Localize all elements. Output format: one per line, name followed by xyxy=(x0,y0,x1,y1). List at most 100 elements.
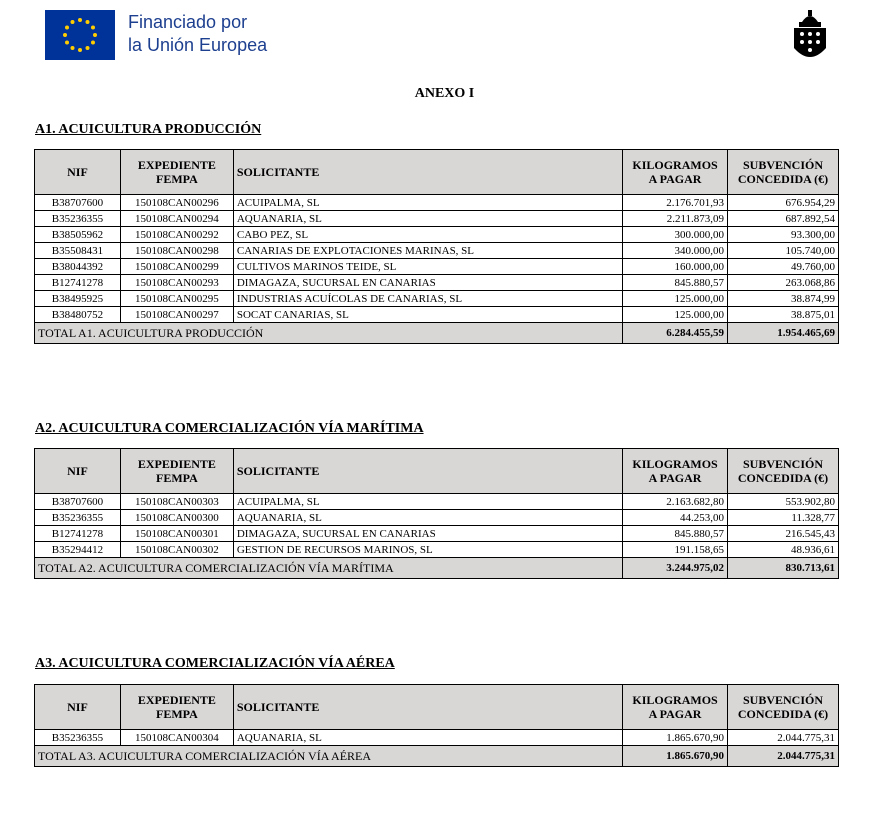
col-solicitante: SOLICITANTE xyxy=(232,149,624,195)
kilogramos-cell: 1.865.670,90 xyxy=(622,729,729,746)
expediente-cell: 150108CAN00298 xyxy=(119,242,234,259)
table-header: NIF EXPEDIENTE FEMPA SOLICITANTE KILOGRAM… xyxy=(34,149,839,195)
solicitante-cell: CABO PEZ, SL xyxy=(232,226,624,243)
eu-funding-text: Financiado por la Unión Europea xyxy=(128,11,267,57)
subvencion-cell: 49.760,00 xyxy=(727,258,839,275)
nif-cell: B35508431 xyxy=(34,242,121,259)
subvencion-cell: 216.545,43 xyxy=(727,525,839,542)
solicitante-cell: AQUANARIA, SL xyxy=(232,509,624,526)
section-title: A3. ACUICULTURA COMERCIALIZACIÓN VÍA AÉR… xyxy=(35,656,395,671)
section-title: A2. ACUICULTURA COMERCIALIZACIÓN VÍA MAR… xyxy=(35,421,424,436)
expediente-cell: 150108CAN00300 xyxy=(119,509,234,526)
total-row: TOTAL A1. ACUICULTURA PRODUCCIÓN 6.284.4… xyxy=(33,322,839,344)
table-row: B38707600 150108CAN00296 ACUIPALMA, SL 2… xyxy=(34,194,839,211)
kilogramos-cell: 845.880,57 xyxy=(622,274,729,291)
col-expediente: EXPEDIENTE FEMPA xyxy=(119,149,234,195)
table-row: B38495925 150108CAN00295 INDUSTRIAS ACUÍ… xyxy=(34,290,839,307)
total-subvencion: 2.044.775,31 xyxy=(727,745,839,767)
nif-cell: B35236355 xyxy=(34,210,121,227)
subvencion-cell: 553.902,80 xyxy=(727,493,839,510)
nif-cell: B38707600 xyxy=(34,493,121,510)
data-table: NIF EXPEDIENTE FEMPA SOLICITANTE KILOGRAM… xyxy=(33,149,839,344)
nif-cell: B38044392 xyxy=(34,258,121,275)
total-kilogramos: 3.244.975,02 xyxy=(622,557,729,579)
subvencion-cell: 38.874,99 xyxy=(727,290,839,307)
kilogramos-cell: 300.000,00 xyxy=(622,226,729,243)
subvencion-cell: 105.740,00 xyxy=(727,242,839,259)
subvencion-cell: 11.328,77 xyxy=(727,509,839,526)
kilogramos-cell: 160.000,00 xyxy=(622,258,729,275)
expediente-cell: 150108CAN00303 xyxy=(119,493,234,510)
solicitante-cell: ACUIPALMA, SL xyxy=(232,194,624,211)
subvencion-cell: 263.068,86 xyxy=(727,274,839,291)
solicitante-cell: CANARIAS DE EXPLOTACIONES MARINAS, SL xyxy=(232,242,624,259)
col-nif: NIF xyxy=(34,684,121,730)
expediente-cell: 150108CAN00304 xyxy=(119,729,234,746)
col-nif: NIF xyxy=(34,448,121,494)
total-row: TOTAL A3. ACUICULTURA COMERCIALIZACIÓN V… xyxy=(33,745,839,767)
expediente-cell: 150108CAN00299 xyxy=(119,258,234,275)
col-kilogramos: KILOGRAMOS A PAGAR xyxy=(622,448,729,494)
table-row: B35236355 150108CAN00294 AQUANARIA, SL 2… xyxy=(34,210,839,227)
col-solicitante: SOLICITANTE xyxy=(232,684,624,730)
table-row: B38480752 150108CAN00297 SOCAT CANARIAS,… xyxy=(34,306,839,323)
kilogramos-cell: 2.176.701,93 xyxy=(622,194,729,211)
total-label: TOTAL A2. ACUICULTURA COMERCIALIZACIÓN V… xyxy=(33,557,624,579)
subvencion-cell: 93.300,00 xyxy=(727,226,839,243)
col-expediente: EXPEDIENTE FEMPA xyxy=(119,448,234,494)
kilogramos-cell: 2.163.682,80 xyxy=(622,493,729,510)
table-row: B35236355 150108CAN00300 AQUANARIA, SL 4… xyxy=(34,509,839,526)
col-subvencion: SUBVENCIÓN CONCEDIDA (€) xyxy=(727,448,839,494)
subvencion-cell: 676.954,29 xyxy=(727,194,839,211)
col-expediente: EXPEDIENTE FEMPA xyxy=(119,684,234,730)
solicitante-cell: DIMAGAZA, SUCURSAL EN CANARIAS xyxy=(232,274,624,291)
col-subvencion: SUBVENCIÓN CONCEDIDA (€) xyxy=(727,149,839,195)
solicitante-cell: CULTIVOS MARINOS TEIDE, SL xyxy=(232,258,624,275)
table-row: B38505962 150108CAN00292 CABO PEZ, SL 30… xyxy=(34,226,839,243)
solicitante-cell: DIMAGAZA, SUCURSAL EN CANARIAS xyxy=(232,525,624,542)
eu-flag-logo xyxy=(45,10,115,60)
data-table: NIF EXPEDIENTE FEMPA SOLICITANTE KILOGRAM… xyxy=(33,684,839,767)
document-title: ANEXO I xyxy=(414,86,475,101)
eu-line-1: Financiado por xyxy=(128,12,248,32)
expediente-cell: 150108CAN00292 xyxy=(119,226,234,243)
col-nif: NIF xyxy=(34,149,121,195)
col-kilogramos: KILOGRAMOS A PAGAR xyxy=(622,684,729,730)
col-subvencion: SUBVENCIÓN CONCEDIDA (€) xyxy=(727,684,839,730)
table-row: B12741278 150108CAN00301 DIMAGAZA, SUCUR… xyxy=(34,525,839,542)
solicitante-cell: AQUANARIA, SL xyxy=(232,729,624,746)
expediente-cell: 150108CAN00296 xyxy=(119,194,234,211)
subvencion-cell: 2.044.775,31 xyxy=(727,729,839,746)
nif-cell: B35236355 xyxy=(34,729,121,746)
subvencion-cell: 48.936,61 xyxy=(727,541,839,558)
kilogramos-cell: 845.880,57 xyxy=(622,525,729,542)
total-subvencion: 830.713,61 xyxy=(727,557,839,579)
total-label: TOTAL A1. ACUICULTURA PRODUCCIÓN xyxy=(33,322,624,344)
total-kilogramos: 6.284.455,59 xyxy=(622,322,729,344)
nif-cell: B38480752 xyxy=(34,306,121,323)
table-row: B35236355 150108CAN00304 AQUANARIA, SL 1… xyxy=(34,729,839,746)
table-row: B38044392 150108CAN00299 CULTIVOS MARINO… xyxy=(34,258,839,275)
expediente-cell: 150108CAN00293 xyxy=(119,274,234,291)
total-subvencion: 1.954.465,69 xyxy=(727,322,839,344)
solicitante-cell: SOCAT CANARIAS, SL xyxy=(232,306,624,323)
nif-cell: B38707600 xyxy=(34,194,121,211)
total-label: TOTAL A3. ACUICULTURA COMERCIALIZACIÓN V… xyxy=(33,745,624,767)
solicitante-cell: AQUANARIA, SL xyxy=(232,210,624,227)
col-solicitante: SOLICITANTE xyxy=(232,448,624,494)
eu-stars-icon xyxy=(63,18,97,52)
subvencion-cell: 687.892,54 xyxy=(727,210,839,227)
expediente-cell: 150108CAN00302 xyxy=(119,541,234,558)
solicitante-cell: INDUSTRIAS ACUÍCOLAS DE CANARIAS, SL xyxy=(232,290,624,307)
table-row: B35294412 150108CAN00302 GESTION DE RECU… xyxy=(34,541,839,558)
kilogramos-cell: 125.000,00 xyxy=(622,290,729,307)
expediente-cell: 150108CAN00294 xyxy=(119,210,234,227)
kilogramos-cell: 44.253,00 xyxy=(622,509,729,526)
table-row: B38707600 150108CAN00303 ACUIPALMA, SL 2… xyxy=(34,493,839,510)
eu-line-2: la Unión Europea xyxy=(128,35,268,55)
expediente-cell: 150108CAN00295 xyxy=(119,290,234,307)
solicitante-cell: ACUIPALMA, SL xyxy=(232,493,624,510)
total-row: TOTAL A2. ACUICULTURA COMERCIALIZACIÓN V… xyxy=(33,557,839,579)
total-kilogramos: 1.865.670,90 xyxy=(622,745,729,767)
subvencion-cell: 38.875,01 xyxy=(727,306,839,323)
